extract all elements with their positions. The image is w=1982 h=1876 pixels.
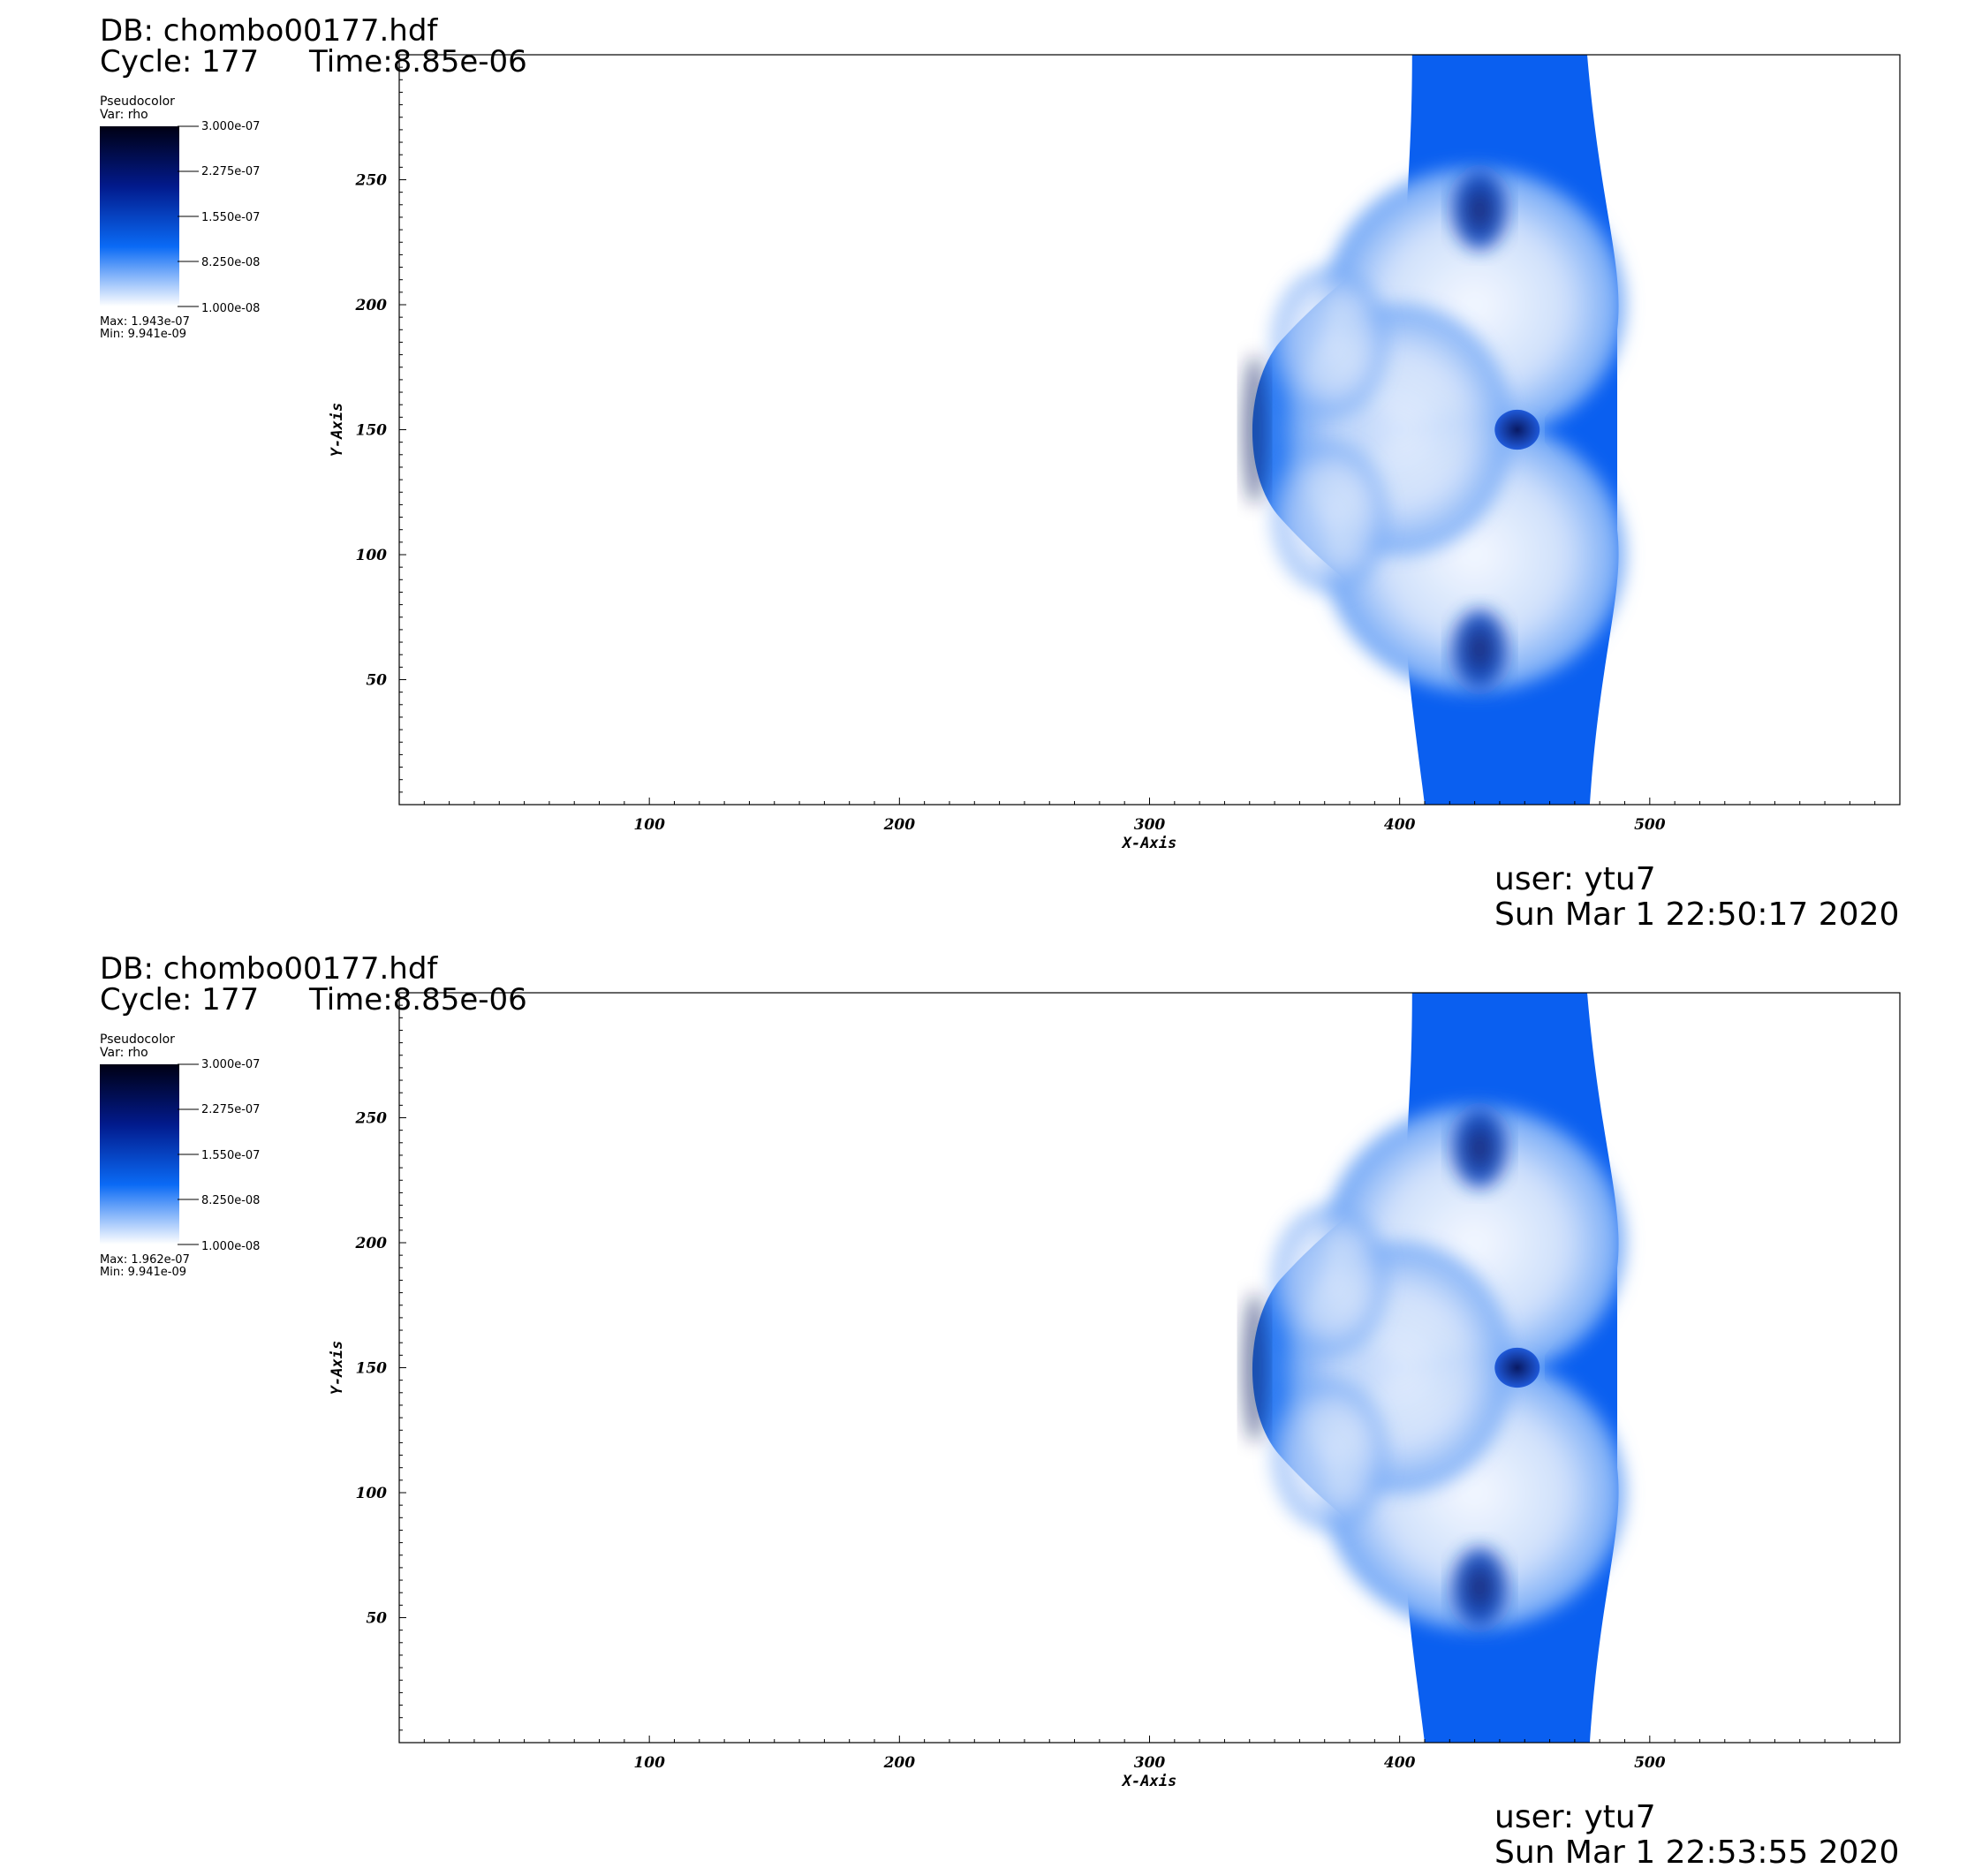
legend-plot-type: Pseudocolor [100,95,175,109]
legend-tick-label: 1.000e-08 [201,302,261,315]
database-label: DB: chombo00177.hdf [100,951,438,987]
legend-tick-label: 3.000e-07 [201,1058,261,1071]
density-field [1242,993,1625,1743]
y-tick-label: 50 [366,672,387,690]
time-label: Time:8.85e-06 [309,982,527,1017]
database-label: DB: chombo00177.hdf [100,13,438,49]
x-tick-label: 200 [883,1754,916,1772]
user-label: user: ytu7 [1494,1799,1656,1835]
light-lobe [1272,1205,1388,1356]
legend-tick-label: 1.000e-08 [201,1240,261,1253]
legend-max: Max: 1.962e-07 [100,1253,190,1267]
x-tick-label: 100 [633,1754,665,1772]
y-axis-title: Y-Axis [329,1341,346,1395]
y-tick-label: 250 [355,172,388,190]
y-tick-label: 150 [356,1360,388,1378]
legend-tick-label: 8.250e-08 [201,256,261,269]
y-tick-label: 150 [356,422,388,440]
y-tick-label: 250 [355,1110,388,1128]
cycle-label: Cycle: 177 [100,982,260,1017]
colorbar [100,126,179,306]
density-field [1242,55,1625,805]
vortex [1452,1108,1508,1188]
y-tick-label: 50 [366,1610,387,1628]
light-lobe [1272,267,1388,418]
plot-frame [398,54,1901,806]
shock-front [1242,354,1267,505]
user-label: user: ytu7 [1494,861,1656,897]
x-axis-title: X-Axis [1121,835,1176,852]
legend-tick-label: 1.550e-07 [201,211,261,224]
x-tick-label: 500 [1634,1754,1666,1772]
date-label: Sun Mar 1 22:50:17 2020 [1494,896,1900,933]
vortex [1494,409,1540,450]
legend-tick-label: 2.275e-07 [201,165,261,178]
vortex [1452,170,1508,250]
legend-max: Max: 1.943e-07 [100,315,190,329]
vortex [1452,1547,1508,1628]
y-axis-title: Y-Axis [329,403,346,457]
x-tick-label: 400 [1384,816,1416,834]
legend-min: Min: 9.941e-09 [100,328,187,341]
x-tick-label: 200 [883,816,916,834]
x-tick-label: 400 [1384,1754,1416,1772]
pseudocolor-plot: 100 200 300 400 500 50 100 150 200 250 X-Axis Y-Axi… [100,54,1901,852]
cycle-label: Cycle: 177 [100,44,260,79]
colorbar [100,1064,179,1244]
y-tick-label: 200 [355,297,388,314]
x-axis-title: X-Axis [1121,1773,1176,1790]
plot-panel-bottom: DB: chombo00177.hdf Cycle: 177 Time:8.85… [0,938,1982,1876]
vortex [1452,609,1508,690]
y-tick-label: 200 [355,1235,388,1252]
plot-frame [398,992,1901,1744]
time-label: Time:8.85e-06 [309,44,527,79]
y-tick-label: 100 [356,1485,388,1502]
legend-tick-label: 8.250e-08 [201,1194,261,1207]
legend-tick-label: 1.550e-07 [201,1149,261,1162]
pseudocolor-plot: 100 200 300 400 500 50 100 150 200 250 X-Axis Y-Axi… [100,992,1901,1790]
legend-variable: Var: rho [100,108,148,122]
vortex [1494,1347,1540,1388]
legend-plot-type: Pseudocolor [100,1033,175,1047]
legend-tick-label: 3.000e-07 [201,120,261,133]
x-tick-label: 500 [1634,816,1666,834]
x-tick-label: 100 [633,816,665,834]
x-tick-label: 300 [1134,816,1166,834]
x-tick-label: 300 [1134,1754,1166,1772]
y-tick-label: 100 [356,547,388,564]
light-lobe [1272,1380,1388,1531]
legend-tick-label: 2.275e-07 [201,1103,261,1116]
date-label: Sun Mar 1 22:53:55 2020 [1494,1834,1900,1871]
plot-panel-top: DB: chombo00177.hdf Cycle: 177 Time:8.85… [100,13,1901,933]
shock-front [1242,1292,1267,1443]
legend-variable: Var: rho [100,1046,148,1060]
legend-min: Min: 9.941e-09 [100,1266,187,1279]
light-lobe [1272,442,1388,593]
